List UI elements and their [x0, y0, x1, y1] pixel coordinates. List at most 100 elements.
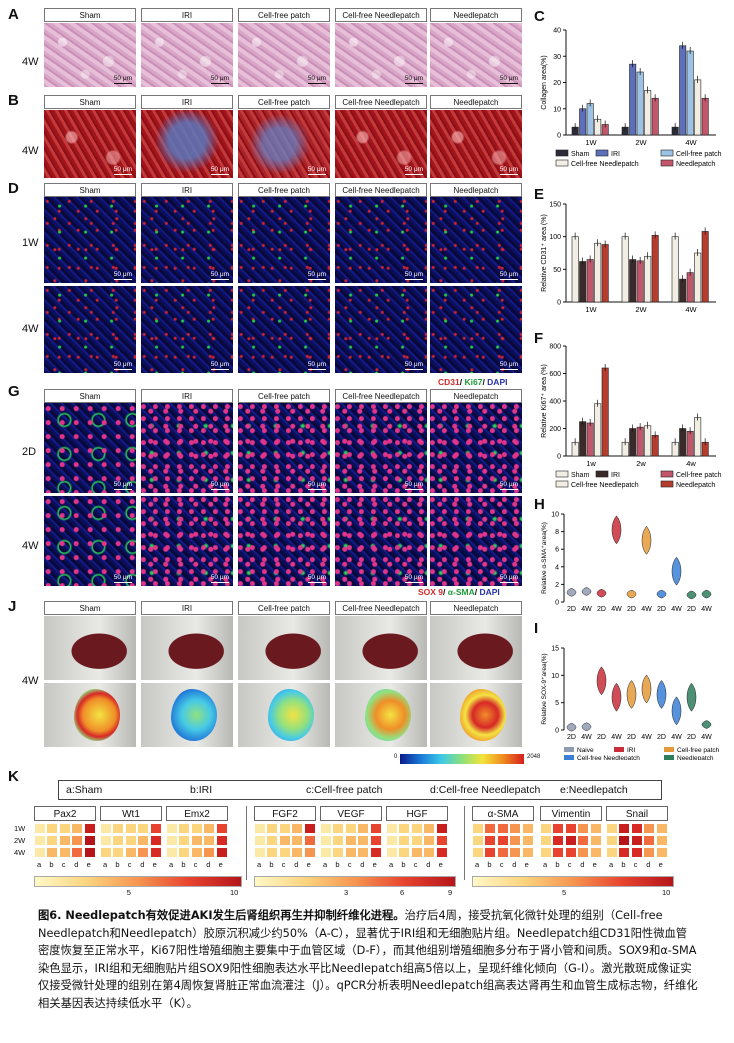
panel-letter-c: C: [534, 8, 545, 25]
heatmap-cell: [344, 823, 357, 834]
heatmap-cell: [215, 847, 228, 858]
scale-bar: 50 μm: [307, 361, 326, 370]
x-tick-label: 1w: [586, 459, 596, 468]
panel-letter-h: H: [534, 496, 545, 513]
legend-swatch: [564, 755, 574, 760]
heatmap-cell: [472, 847, 484, 858]
bar: [636, 260, 644, 303]
y-tick-label: 800: [549, 344, 561, 351]
y-tick-label: 20: [553, 80, 561, 87]
bar: [651, 97, 659, 136]
y-tick-label: 10: [551, 673, 559, 680]
bar: [594, 242, 602, 303]
heatmap-cell: [577, 847, 590, 858]
heatmap-cell: [357, 835, 370, 846]
group-header: Sham: [44, 389, 136, 403]
violin-mark: [611, 515, 622, 545]
group-key-item: b:IRI: [190, 784, 213, 796]
heatmap-cell: [100, 835, 112, 846]
micrograph: 50 μm: [238, 197, 330, 283]
kidney-photo: [141, 616, 233, 680]
y-tick-label: 0: [557, 454, 561, 461]
bar: [636, 71, 644, 136]
bar: [686, 50, 694, 136]
row-label: 4W: [14, 848, 26, 857]
scale-bar: 50 μm: [307, 481, 326, 490]
col-label: e: [306, 860, 311, 869]
heatmap-cell: [266, 835, 279, 846]
heatmap-cell: [589, 847, 602, 858]
y-axis-label: Collagen area(%): [541, 55, 548, 109]
heatmap-cell: [203, 835, 216, 846]
legend-label: Naive: [577, 747, 594, 754]
divider: [464, 806, 465, 880]
panel-letter-j: J: [8, 598, 17, 615]
y-tick-label: 30: [553, 54, 561, 61]
violin-mark: [671, 696, 682, 726]
col-label: d: [206, 860, 211, 869]
group-header: Cell-free patch: [238, 389, 330, 403]
heatmap-cell: [496, 835, 509, 846]
heatmap-cell: [71, 835, 84, 846]
violin-mark: [566, 588, 577, 597]
heatmap-cell: [577, 835, 590, 846]
col-label: a: [103, 860, 108, 869]
stain-sep: /: [474, 587, 480, 597]
violin-mark: [581, 587, 592, 596]
heatmap-cell: [137, 835, 150, 846]
gene-label: HGF: [386, 806, 448, 821]
stain-cd31: CD31: [438, 377, 460, 387]
bar: [601, 244, 609, 303]
heatmap-cell: [540, 823, 552, 834]
micrograph: 50 μm: [238, 496, 330, 586]
heatmap-cell: [344, 835, 357, 846]
violin-mark: [641, 526, 652, 555]
stain-sep: /: [482, 377, 488, 387]
y-tick-label: 0: [557, 133, 561, 140]
scale-bar: 50 μm: [404, 166, 423, 175]
scale-bar: 50 μm: [404, 361, 423, 370]
micrograph: 50 μm: [238, 403, 330, 493]
micrograph: 50 μm: [430, 286, 522, 373]
col-label: d: [74, 860, 79, 869]
x-tick-label: 2D: [597, 606, 606, 613]
heatmap-cell: [332, 823, 345, 834]
row-label: 1W: [14, 824, 26, 833]
heatmap-cell: [58, 847, 71, 858]
scale-bar: 50 μm: [404, 574, 423, 583]
y-axis-label: Relative SOX-9⁺area(%): [541, 653, 548, 724]
legend-label: Cell-free patch: [676, 151, 722, 158]
heatmap-colorbar: [34, 876, 242, 887]
heatmap-cell: [410, 835, 423, 846]
micrograph: 50 μm: [335, 110, 427, 178]
heatmap-cell: [320, 835, 332, 846]
x-tick-label: 2D: [657, 734, 666, 741]
stain-label-d: CD31/ Ki67/ DAPI: [438, 377, 507, 387]
violin-mark: [701, 720, 712, 729]
micrograph: 50 μm: [238, 286, 330, 373]
stain-dapi: DAPI: [487, 377, 508, 387]
y-axis-label: Relative CD31⁺ area (%): [541, 214, 548, 292]
violin-mark: [656, 680, 667, 709]
stain-ki67: Ki67: [464, 377, 483, 387]
col-label: a: [609, 860, 614, 869]
col-label: c: [281, 860, 286, 869]
panel-letter-b: B: [8, 92, 19, 109]
heatmap-cell: [71, 847, 84, 858]
scale-bar: 50 μm: [404, 75, 423, 84]
col-label: c: [193, 860, 198, 869]
y-tick-label: 0: [555, 600, 559, 607]
heatmap-cell: [643, 823, 656, 834]
scale-bar: 50 μm: [404, 481, 423, 490]
x-tick-label: 4W: [671, 606, 682, 613]
bar: [679, 428, 687, 457]
bar: [686, 430, 694, 457]
heatmap-cell: [606, 847, 618, 858]
gene-label: Snail: [606, 806, 668, 821]
group-header: Cell-free patch: [238, 95, 330, 109]
gene-label: Wt1: [100, 806, 162, 821]
col-label: a: [475, 860, 480, 869]
heatmap-cell: [178, 847, 191, 858]
col-label: a: [257, 860, 262, 869]
bar: [694, 79, 702, 136]
